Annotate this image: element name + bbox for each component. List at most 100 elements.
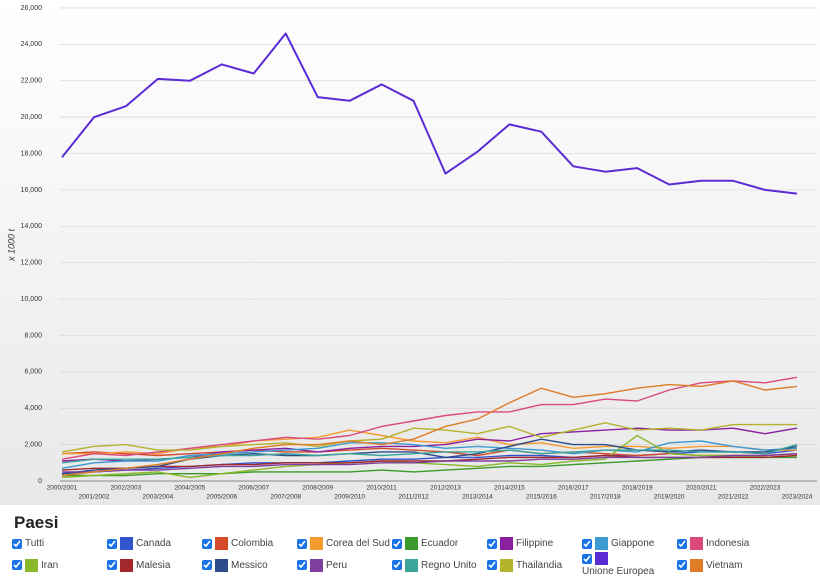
- x-tick-label: 2011/2012: [398, 494, 429, 501]
- y-tick-label: 18,000: [21, 150, 43, 157]
- x-tick-label: 2017/2018: [590, 494, 621, 501]
- x-tick-label: 2009/2010: [334, 494, 365, 501]
- legend-swatch: [690, 537, 703, 550]
- x-tick-label: 2002/2003: [111, 485, 142, 492]
- x-tick-label: 2014/2015: [494, 485, 525, 492]
- legend-label: Thailandia: [516, 559, 563, 571]
- legend-label: Unione Europea: [582, 566, 655, 577]
- y-tick-label: 0: [38, 478, 42, 485]
- legend-swatch: [215, 537, 228, 550]
- checkbox[interactable]: [582, 538, 592, 549]
- series-line: [62, 453, 798, 473]
- x-tick-label: 2023/2024: [782, 494, 813, 501]
- legend-item: Malesia: [107, 552, 202, 578]
- legend-item: Ecuador: [392, 537, 487, 550]
- series-line: [61, 443, 798, 464]
- checkbox[interactable]: [107, 538, 117, 549]
- legend-label: Ecuador: [421, 538, 459, 549]
- legend-swatch: [25, 558, 38, 572]
- y-tick-label: 24,000: [21, 41, 43, 48]
- x-tick-label: 2000/2001: [47, 485, 78, 492]
- legend-swatch: [310, 537, 323, 550]
- x-tick-label: 2004/2005: [174, 485, 205, 492]
- legend-label: Corea del Sud: [326, 538, 390, 549]
- x-tick-label: 2008/2009: [302, 485, 333, 492]
- series-line: [61, 32, 798, 195]
- legend-label: Iran: [41, 559, 59, 571]
- x-tick-label: 2019/2020: [654, 494, 685, 501]
- legend-label: Messico: [231, 559, 268, 571]
- series-line: [61, 376, 798, 460]
- legend-label: Vietnam: [706, 559, 743, 571]
- checkbox[interactable]: [202, 538, 212, 549]
- x-tick-label: 2020/2021: [686, 485, 717, 492]
- legend-item: Tutti: [12, 537, 107, 550]
- legend-item: Indonesia: [677, 537, 772, 550]
- legend-swatch: [310, 558, 323, 572]
- legend-label: Tutti: [25, 538, 45, 549]
- legend-item: Peru: [297, 552, 392, 578]
- checkbox[interactable]: [12, 538, 22, 549]
- y-axis-title: x 1000 t: [6, 228, 16, 262]
- checkbox[interactable]: [297, 560, 307, 570]
- legend-label: Regno Unito: [421, 559, 477, 571]
- checkbox[interactable]: [297, 538, 307, 549]
- checkbox[interactable]: [202, 560, 212, 570]
- legend-item: Giappone: [582, 537, 677, 550]
- y-tick-label: 8,000: [24, 332, 42, 339]
- x-tick-label: 2016/2017: [558, 485, 589, 492]
- legend-item: Colombia: [202, 537, 297, 550]
- legend-swatch: [405, 537, 418, 550]
- legend-items: Tutti Canada Colombia Corea del Sud Ecuador F…: [12, 537, 812, 578]
- x-tick-label: 2013/2014: [462, 494, 493, 501]
- x-tick-label: 2007/2008: [270, 494, 301, 501]
- x-tick-label: 2015/2016: [526, 494, 557, 501]
- checkbox[interactable]: [12, 560, 22, 570]
- x-tick-label: 2022/2023: [750, 485, 781, 492]
- legend-item: Unione Europea: [582, 552, 677, 578]
- checkbox[interactable]: [392, 560, 402, 570]
- legend-item: Messico: [202, 552, 297, 578]
- y-tick-label: 10,000: [21, 296, 43, 303]
- legend-swatch: [690, 558, 703, 572]
- series-line: [61, 422, 797, 453]
- legend-label: Peru: [326, 559, 348, 571]
- checkbox[interactable]: [677, 538, 687, 549]
- x-tick-label: 2021/2022: [718, 494, 749, 501]
- y-tick-label: 2,000: [24, 441, 42, 448]
- legend-item: Vietnam: [677, 552, 772, 578]
- legend-swatch: [405, 558, 418, 572]
- checkbox[interactable]: [582, 553, 592, 564]
- legend-item: Corea del Sud: [297, 537, 392, 550]
- x-tick-label: 2005/2006: [206, 494, 237, 501]
- x-tick-label: 2006/2007: [238, 485, 269, 492]
- y-tick-label: 22,000: [21, 78, 43, 85]
- chart-background: [0, 0, 820, 505]
- series-line: [61, 380, 798, 477]
- series-line: [61, 440, 798, 469]
- y-tick-label: 20,000: [21, 114, 43, 121]
- legend-swatch: [120, 537, 133, 550]
- legend-label: Malesia: [136, 559, 171, 571]
- checkbox[interactable]: [487, 560, 497, 570]
- series-line: [62, 456, 797, 477]
- y-tick-label: 14,000: [21, 223, 43, 230]
- legend-swatch: [595, 552, 608, 565]
- checkbox[interactable]: [487, 538, 497, 549]
- legend-item: Filippine: [487, 537, 582, 550]
- legend: Paesi Tutti Canada Colombia Corea del Sud Ec…: [0, 505, 820, 585]
- x-tick-label: 2003/2004: [143, 494, 174, 501]
- legend-label: Canada: [136, 538, 172, 549]
- legend-title: Paesi: [14, 513, 59, 532]
- legend-swatch: [120, 558, 133, 572]
- checkbox[interactable]: [677, 560, 687, 570]
- legend-item: Thailandia: [487, 552, 582, 578]
- legend-item: Iran: [12, 552, 107, 578]
- legend-item: Canada: [107, 537, 202, 550]
- checkbox[interactable]: [107, 560, 117, 570]
- legend-label: Colombia: [231, 538, 274, 549]
- series-line: [61, 434, 798, 479]
- x-tick-label: 2012/2013: [430, 485, 461, 492]
- checkbox[interactable]: [392, 538, 402, 549]
